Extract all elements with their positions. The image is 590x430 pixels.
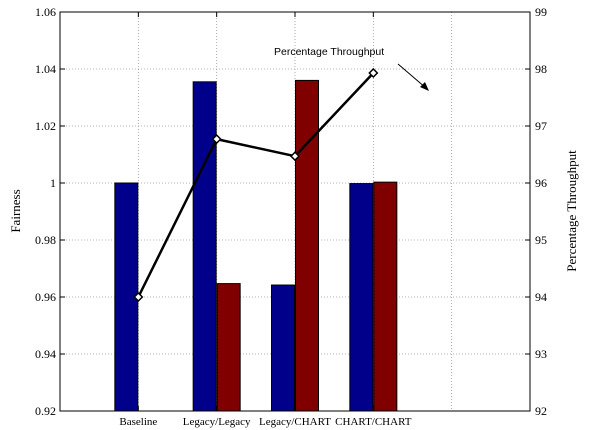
y2-tick-label: 98: [535, 62, 547, 76]
x-tick-label: CHART/CHART: [335, 416, 412, 428]
y-tick-label: 0.98: [35, 233, 56, 247]
y-tick-label: 0.92: [35, 404, 56, 418]
throughput-line-group: [133, 67, 379, 303]
x-tick-label: Legacy/Legacy: [183, 416, 251, 428]
y2-tick-label: 99: [535, 5, 547, 19]
throughput-point: [133, 291, 144, 303]
y-tick-label: 1.04: [35, 62, 56, 76]
axis-labels: 0.92 92 0.94 93 0.96 94 0.98 95 1 96 1.02 97 1.04 98 1…: [35, 5, 547, 428]
x-tick-label: Legacy/CHART: [259, 416, 331, 428]
throughput-point: [289, 151, 301, 162]
bar-group: [114, 79, 398, 412]
throughput-point: [211, 134, 222, 145]
bar-series-1: [271, 284, 295, 412]
bar-series-1: [349, 183, 374, 412]
y-tick-label: 1.02: [35, 119, 56, 133]
y-axis-title: Fairness: [8, 189, 23, 232]
y2-tick-label: 96: [535, 176, 547, 190]
y2-tick-label: 93: [535, 347, 547, 361]
throughput-point: [368, 67, 379, 79]
x-tick-label: Baseline: [119, 416, 157, 428]
bar-series-1: [192, 81, 217, 412]
throughput-line: [137, 72, 375, 298]
y-tick-label: 0.96: [35, 290, 56, 304]
annotation-text: Percentage Throughput: [274, 46, 384, 58]
bar-series-2: [295, 79, 319, 412]
bar-series-2: [373, 181, 398, 412]
annotation-arrow-line: [397, 63, 427, 89]
y2-tick-label: 97: [535, 119, 547, 133]
y2-axis-title: Percentage Throughput: [564, 150, 579, 272]
axes: [59, 11, 531, 412]
annotation-arrowhead: [420, 82, 429, 91]
throughput-annotation: Percentage Throughput: [274, 46, 429, 91]
y2-tick-label: 94: [535, 290, 547, 304]
y-tick-label: 1: [50, 176, 56, 190]
bar-series-2: [216, 283, 241, 412]
y2-tick-label: 92: [535, 404, 547, 418]
y-tick-label: 0.94: [35, 347, 56, 361]
y-tick-label: 1.06: [35, 5, 56, 19]
y2-tick-label: 95: [535, 233, 547, 247]
